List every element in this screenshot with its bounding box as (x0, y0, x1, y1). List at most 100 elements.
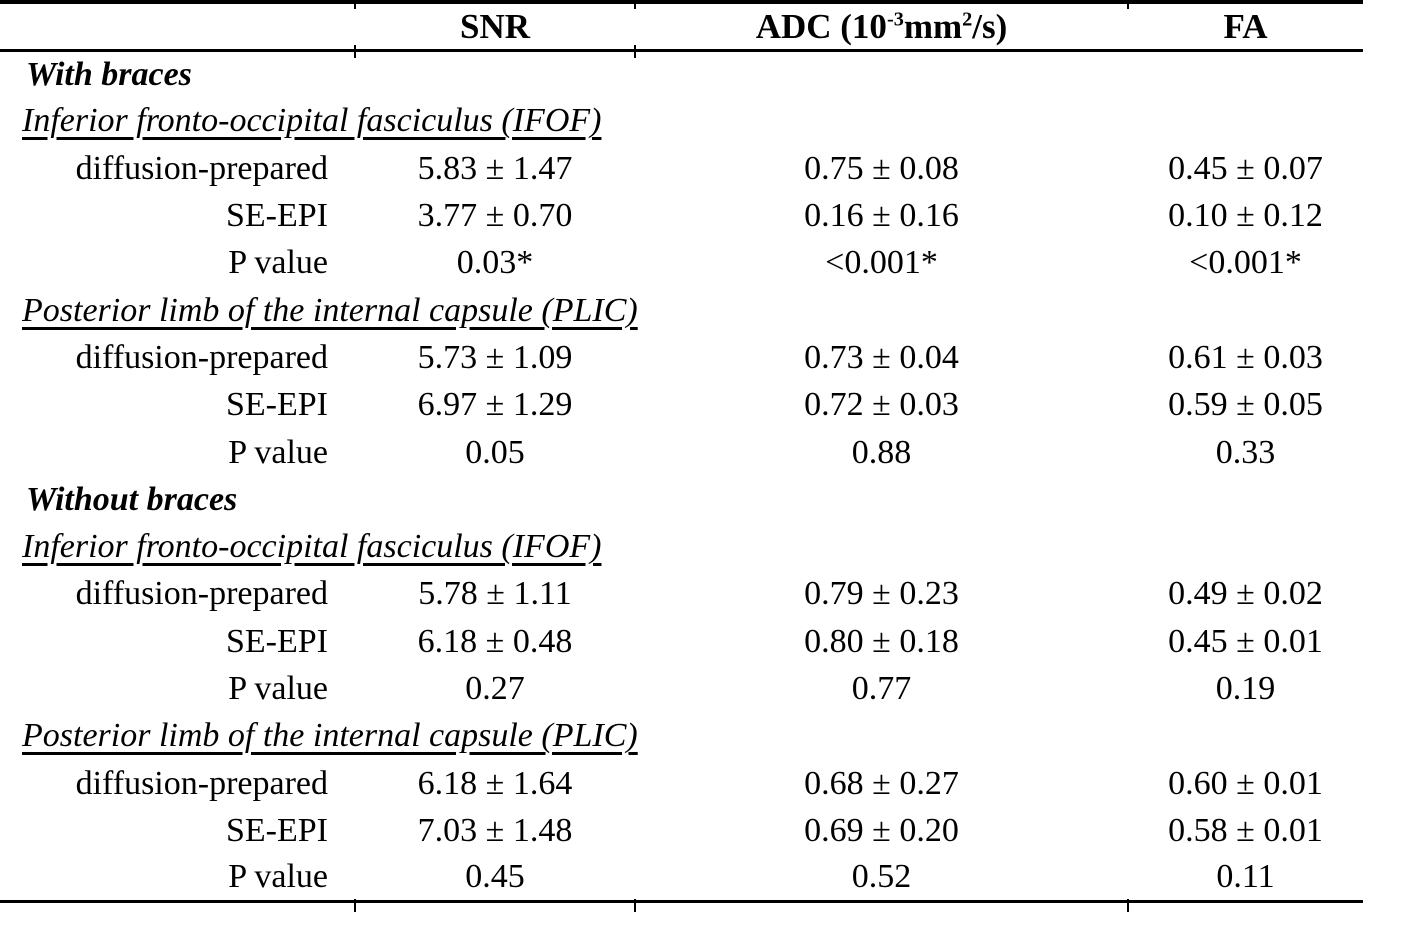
value-fa: 0.45 ± 0.07 (1168, 149, 1323, 187)
data-row: diffusion-prepared 5.78 ± 1.11 0.79 ± 0.23… (0, 571, 1363, 618)
value-snr: 3.77 ± 0.70 (417, 197, 573, 235)
row-label: diffusion-prepared (75, 764, 328, 802)
value-snr: 6.18 ± 0.48 (417, 622, 573, 660)
value-fa: 0.10 ± 0.12 (1168, 197, 1323, 235)
subsection-heading: Posterior limb of the internal capsule (… (22, 717, 638, 755)
section-cell: With braces (0, 51, 1363, 98)
data-row: P value 0.05 0.88 0.33 (0, 429, 1363, 476)
adc-square: 2 (962, 8, 973, 31)
row-label: P value (228, 670, 328, 707)
column-tick (354, 0, 356, 9)
data-row: SE-EPI 6.18 ± 0.48 0.80 ± 0.18 0.45 ± 0.01 (0, 618, 1363, 665)
value-fa: <0.001* (1189, 244, 1302, 282)
adc-unit-post: /s) (972, 7, 1008, 46)
value-adc: 0.16 ± 0.16 (804, 197, 959, 235)
column-tick (634, 899, 636, 912)
row-label: P value (228, 433, 328, 471)
value-fa: 0.11 (1216, 858, 1275, 896)
value-snr: 0.27 (465, 670, 525, 707)
col-header-snr: SNR (355, 2, 635, 52)
table-header: SNR ADC (10-3mm2/s) FA (0, 2, 1363, 52)
value-snr: 0.45 (465, 858, 525, 896)
subsection-heading: Inferior fronto-occipital fasciculus (IF… (22, 528, 602, 566)
value-fa: 0.19 (1215, 670, 1276, 707)
column-tick (634, 45, 636, 58)
row-label: SE-EPI (226, 197, 328, 235)
value-adc: 0.75 ± 0.08 (804, 149, 959, 187)
subsection-row: Inferior fronto-occipital fasciculus (IF… (0, 523, 1363, 570)
col-header-adc: ADC (10-3mm2/s) (635, 2, 1128, 52)
data-row: diffusion-prepared 5.73 ± 1.09 0.73 ± 0.04… (0, 334, 1363, 381)
section-row: Without braces (0, 476, 1363, 523)
value-fa: 0.58 ± 0.01 (1168, 811, 1323, 849)
column-tick (1127, 899, 1129, 912)
value-fa: 0.49 ± 0.02 (1168, 575, 1323, 613)
data-row: SE-EPI 7.03 ± 1.48 0.69 ± 0.20 0.58 ± 0.01 (0, 807, 1363, 854)
data-row: diffusion-prepared 6.18 ± 1.64 0.68 ± 0.27… (0, 760, 1363, 807)
row-label: P value (228, 858, 328, 896)
section-cell: Without braces (0, 476, 1363, 523)
subsection-cell: Posterior limb of the internal capsule (… (0, 713, 1363, 760)
value-snr: 6.97 ± 1.29 (417, 386, 573, 424)
value-adc: <0.001* (825, 244, 938, 282)
header-row: SNR ADC (10-3mm2/s) FA (0, 2, 1363, 52)
data-row: diffusion-prepared 5.83 ± 1.47 0.75 ± 0.08… (0, 145, 1363, 192)
subsection-cell: Posterior limb of the internal capsule (… (0, 287, 1363, 334)
subsection-row: Posterior limb of the internal capsule (… (0, 287, 1363, 334)
results-table: SNR ADC (10-3mm2/s) FA With braces Inferi… (0, 0, 1363, 904)
row-label: SE-EPI (226, 811, 328, 849)
value-adc: 0.77 (851, 670, 912, 707)
subsection-cell: Inferior fronto-occipital fasciculus (IF… (0, 523, 1363, 570)
value-fa: 0.61 ± 0.03 (1168, 338, 1323, 376)
row-label: SE-EPI (226, 622, 328, 660)
value-adc: 0.80 ± 0.18 (804, 622, 959, 660)
value-fa: 0.60 ± 0.01 (1168, 764, 1323, 802)
subsection-cell: Inferior fronto-occipital fasciculus (IF… (0, 98, 1363, 145)
results-table-wrap: SNR ADC (10-3mm2/s) FA With braces Inferi… (0, 0, 1363, 912)
value-adc: 0.52 (851, 858, 912, 896)
data-row: P value 0.27 0.77 0.19 (0, 665, 1363, 712)
value-snr: 5.73 ± 1.09 (417, 338, 573, 376)
value-adc: 0.68 ± 0.27 (804, 764, 959, 802)
column-tick (634, 0, 636, 9)
row-label: diffusion-prepared (75, 575, 328, 613)
value-adc: 0.72 ± 0.03 (804, 386, 959, 424)
value-snr: 7.03 ± 1.48 (417, 811, 573, 849)
value-snr: 0.05 (465, 433, 525, 471)
value-snr: 6.18 ± 1.64 (417, 764, 573, 802)
subsection-row: Posterior limb of the internal capsule (… (0, 713, 1363, 760)
value-adc: 0.69 ± 0.20 (804, 811, 959, 849)
value-snr: 5.83 ± 1.47 (417, 149, 573, 187)
adc-exponent: -3 (886, 8, 904, 31)
subsection-row: Inferior fronto-occipital fasciculus (IF… (0, 98, 1363, 145)
row-label: P value (228, 244, 328, 282)
value-adc: 0.73 ± 0.04 (804, 338, 959, 376)
data-row: SE-EPI 3.77 ± 0.70 0.16 ± 0.16 0.10 ± 0.12 (0, 192, 1363, 239)
section-row: With braces (0, 51, 1363, 98)
subsection-heading: Inferior fronto-occipital fasciculus (IF… (22, 102, 602, 140)
subsection-heading: Posterior limb of the internal capsule (… (22, 291, 638, 329)
value-snr: 5.78 ± 1.11 (418, 575, 572, 613)
value-fa: 0.59 ± 0.05 (1168, 386, 1323, 424)
column-tick (1127, 0, 1129, 9)
row-label: SE-EPI (226, 386, 328, 424)
row-label: diffusion-prepared (75, 149, 328, 187)
adc-unit-pre: ADC (10 (755, 7, 887, 46)
value-adc: 0.88 (851, 433, 912, 471)
column-tick (354, 899, 356, 912)
row-label: diffusion-prepared (75, 338, 328, 376)
value-snr: 0.03* (456, 244, 534, 282)
data-row: SE-EPI 6.97 ± 1.29 0.72 ± 0.03 0.59 ± 0.05 (0, 382, 1363, 429)
value-fa: 0.33 (1215, 433, 1276, 471)
data-row: P value 0.03* <0.001* <0.001* (0, 240, 1363, 287)
data-row: P value 0.45 0.52 0.11 (0, 855, 1363, 902)
value-adc: 0.79 ± 0.23 (804, 575, 959, 613)
value-fa: 0.45 ± 0.01 (1168, 622, 1323, 660)
column-tick (354, 45, 356, 58)
col-header-empty (0, 2, 355, 52)
adc-unit-mid: mm (903, 7, 963, 46)
section-heading: Without braces (26, 480, 238, 518)
table-body: With braces Inferior fronto-occipital fas… (0, 51, 1363, 902)
col-header-fa: FA (1128, 2, 1363, 52)
section-heading: With braces (26, 55, 192, 93)
